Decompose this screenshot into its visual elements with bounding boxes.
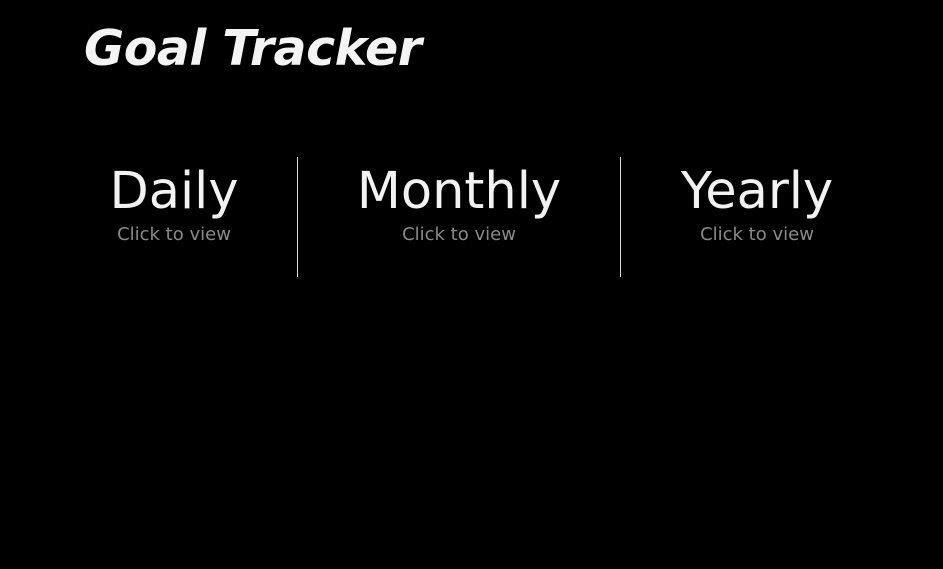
- panel-divider: [620, 157, 621, 277]
- daily-click-hint: Click to view: [117, 224, 231, 245]
- yearly-click-hint: Click to view: [700, 224, 814, 245]
- daily-panel[interactable]: Daily Click to view: [60, 155, 288, 277]
- yearly-title: Yearly: [680, 162, 834, 221]
- monthly-click-hint: Click to view: [402, 224, 516, 245]
- yearly-panel[interactable]: Yearly Click to view: [630, 155, 884, 277]
- app-title: Goal Tracker: [84, 20, 422, 77]
- monthly-title: Monthly: [356, 162, 562, 221]
- monthly-panel[interactable]: Monthly Click to view: [308, 155, 610, 277]
- daily-title: Daily: [109, 162, 239, 221]
- panel-divider: [297, 157, 298, 277]
